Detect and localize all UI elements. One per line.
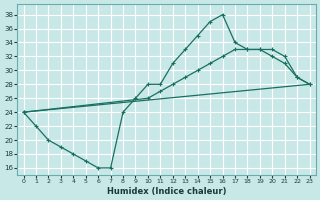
X-axis label: Humidex (Indice chaleur): Humidex (Indice chaleur) <box>107 187 226 196</box>
